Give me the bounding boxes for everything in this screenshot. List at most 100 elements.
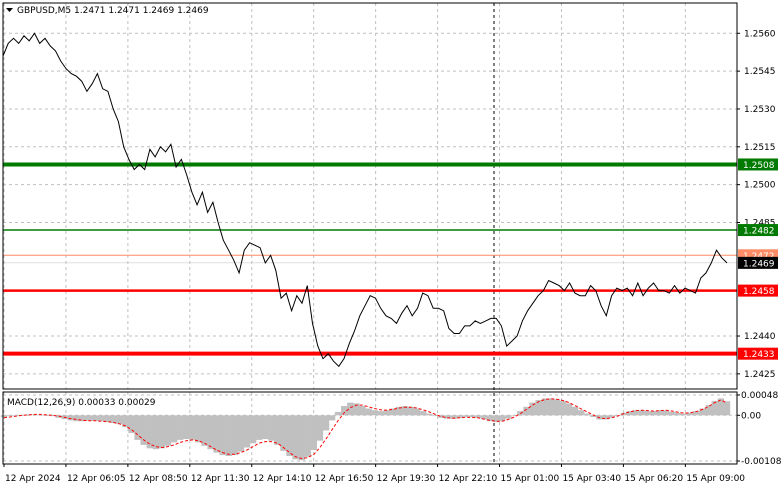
signal-line (3, 398, 728, 460)
macd-bar (201, 415, 208, 446)
macd-bar (584, 413, 591, 416)
macd-bar (158, 415, 166, 449)
macd-bar (322, 415, 330, 431)
macd-bar (468, 415, 475, 417)
triangle-down-icon[interactable] (6, 8, 13, 12)
macd-bar (413, 408, 421, 416)
level-tag (738, 347, 778, 360)
time-tick-label: 12 Apr 08:50 (129, 474, 188, 484)
macd-bar (183, 415, 190, 439)
macd-bar (499, 415, 506, 422)
macd-bar (110, 415, 117, 423)
macd-bar (91, 415, 99, 421)
price-panel-frame (2, 2, 738, 390)
macd-bar (644, 411, 652, 416)
macd-bar (590, 415, 597, 417)
macd-bar (316, 415, 324, 441)
macd-bar (681, 413, 688, 416)
macd-bar (359, 406, 366, 416)
macd-bar (104, 415, 111, 423)
axes (2, 2, 740, 467)
macd-bar (529, 402, 536, 416)
macd-bar (395, 406, 403, 416)
macd-bar (650, 411, 658, 416)
macd-bar (98, 415, 105, 422)
macd-bar (474, 415, 482, 418)
macd-bar (699, 408, 706, 416)
macd-bar (0, 415, 8, 417)
macd-bar (571, 406, 579, 416)
level-tag (738, 284, 778, 297)
macd-bar (505, 415, 512, 419)
macd-bar (377, 411, 384, 416)
macd-bar (657, 410, 664, 416)
macd-bar (389, 408, 396, 416)
time-tick-label: 12 Apr 2024 (5, 474, 61, 484)
macd-tick-label: 0.00048 (741, 391, 778, 401)
macd-bar (693, 411, 700, 416)
price-line (2, 32, 728, 368)
level-tag-label: 1.2508 (743, 161, 775, 171)
time-tick-label: 12 Apr 22:10 (439, 474, 498, 484)
macd-bar (298, 415, 305, 461)
macd-bar (140, 415, 147, 445)
macd-panel-frame (2, 391, 738, 465)
macd-bar (347, 402, 354, 416)
macd-bar (37, 414, 44, 416)
macd-bar (207, 415, 214, 450)
macd-bar (407, 406, 415, 416)
macd-bar (243, 415, 251, 448)
macd-bar (73, 415, 81, 422)
level-tag-label: 1.2433 (743, 350, 775, 360)
time-tick-label: 15 Apr 06:20 (624, 474, 683, 484)
macd-bar (723, 401, 731, 416)
macd-bar (675, 412, 682, 416)
macd-bar (432, 415, 439, 417)
macd-bar (310, 415, 317, 450)
time-axis-labels: 12 Apr 2024 12 Apr 06:05 12 Apr 08:50 12 Ap… (5, 474, 745, 484)
macd-bar (511, 415, 518, 416)
macd-bar (420, 411, 427, 416)
macd-bar (578, 410, 585, 416)
price-axis-labels: 1.25601.25451.25301.25151.25001.24851.24… (744, 29, 776, 380)
macd-bar (480, 415, 488, 420)
macd-bar (280, 415, 287, 451)
macd-bar (116, 415, 123, 425)
macd-tick-label: -0.00108 (741, 457, 781, 467)
macd-bar (292, 415, 299, 460)
macd-bar (256, 415, 263, 440)
macd-bar (25, 414, 32, 416)
macd-bar (553, 399, 561, 416)
macd-bar (152, 415, 160, 450)
macd-bar (383, 410, 390, 416)
macd-bar (164, 415, 172, 446)
macd-bar (146, 415, 153, 449)
macd-bar (268, 415, 275, 441)
macd-bar (608, 415, 615, 418)
macd-bar (249, 415, 257, 444)
macd-bar (43, 415, 50, 416)
macd-bar (231, 415, 239, 456)
macd-bar (632, 410, 639, 416)
macd-bar (687, 412, 694, 416)
macd-bar (274, 415, 281, 445)
symbol-header: GBPUSD,M5 1.2471 1.2471 1.2469 1.2469 (17, 6, 209, 16)
price-tick-label: 1.2440 (744, 332, 776, 342)
price-series (2, 32, 728, 368)
time-tick-label: 15 Apr 01:00 (501, 474, 560, 484)
macd-bar (705, 405, 712, 416)
price-tick-label: 1.2485 (744, 218, 776, 228)
macd-bar (195, 415, 202, 443)
macd-bar (365, 408, 372, 416)
level-tag-label: 1.2458 (743, 287, 775, 297)
bid-tag (738, 256, 778, 269)
price-tick-label: 1.2530 (744, 105, 776, 115)
macd-bar (444, 415, 451, 419)
price-grid (3, 3, 737, 464)
level-tag (738, 158, 778, 171)
macd-bar (486, 415, 494, 422)
time-tick-label: 12 Apr 11:30 (191, 474, 250, 484)
macd-bar (304, 415, 311, 457)
